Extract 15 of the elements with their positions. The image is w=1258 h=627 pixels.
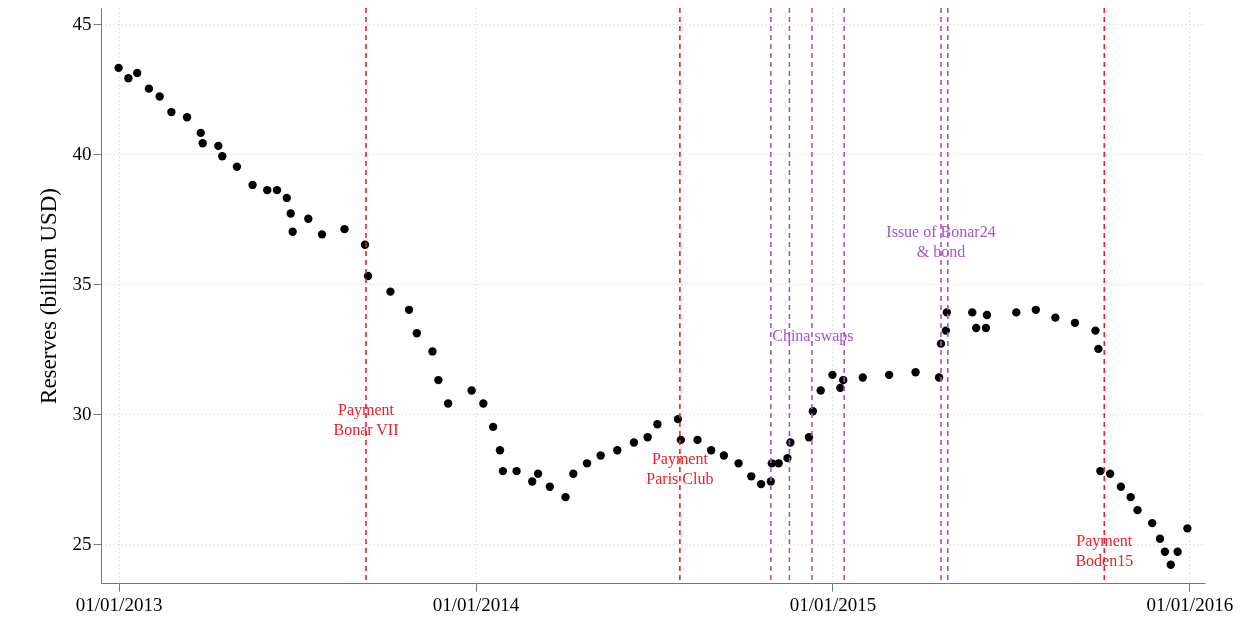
y-tick-label: 35	[72, 273, 92, 295]
x-tick-label: 01/01/2016	[1146, 593, 1234, 615]
y-tick-label: 30	[72, 403, 92, 425]
y-tick-label: 25	[72, 533, 92, 555]
x-tick-label: 01/01/2013	[75, 593, 163, 615]
y-axis-title: Reserves (billion USD)	[35, 188, 61, 404]
annotation: Payment Bonar VII	[333, 400, 399, 438]
annotation: Issue of Bonar24 & bond	[886, 222, 996, 260]
annotation: Payment Paris Club	[646, 449, 714, 487]
x-tick-label: 01/01/2015	[789, 593, 877, 615]
annotation: China swaps	[772, 326, 854, 345]
y-tick-label: 40	[72, 143, 92, 165]
x-tick-label: 01/01/2014	[432, 593, 520, 615]
y-tick-label: 45	[72, 13, 92, 35]
annotation: Payment Boden15	[1075, 532, 1134, 570]
